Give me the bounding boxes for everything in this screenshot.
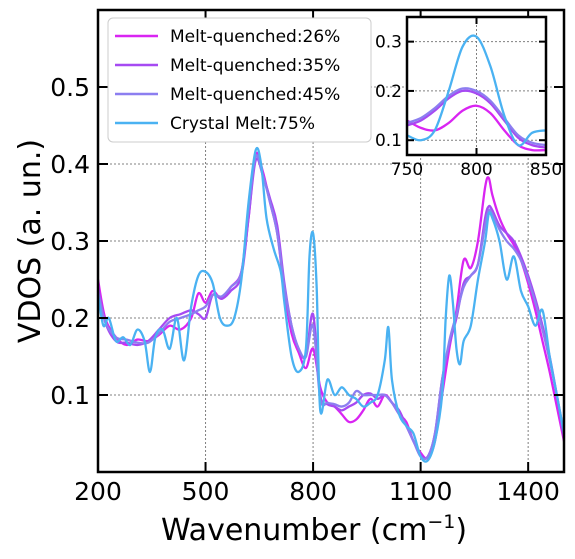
inset-tick-labels: 750 800 850 0.1 0.2 0.3 xyxy=(375,33,562,180)
legend-label-melt-quenched-45: Melt-quenched:45% xyxy=(170,85,340,105)
inset-x-tick-label: 850 xyxy=(530,160,562,180)
x-tick-label: 200 xyxy=(74,477,122,506)
inset-series-line-crystal-melt-75 xyxy=(406,34,547,147)
inset-x-tick-label: 750 xyxy=(391,160,423,180)
y-tick-label: 0.3 xyxy=(50,227,90,256)
main-series-lines xyxy=(96,146,566,463)
series-line-melt-quenched-26 xyxy=(96,151,566,460)
series-line-melt-quenched-35 xyxy=(96,157,566,460)
inset-chart: 750 800 850 0.1 0.2 0.3 xyxy=(375,15,562,180)
y-tick-label: 0.1 xyxy=(50,381,90,410)
inset-axis-ticks xyxy=(406,17,547,155)
legend-box xyxy=(107,17,372,143)
x-axis-title: Wavenumber (cm−1) xyxy=(161,511,467,548)
y-tick-labels: 0.1 0.2 0.3 0.4 0.5 xyxy=(50,73,90,410)
y-tick-label: 0.5 xyxy=(50,73,90,102)
x-tick-label: 1400 xyxy=(496,477,560,506)
legend-items: Melt-quenched:26% Melt-quenched:35% Melt-q… xyxy=(115,27,340,134)
x-tick-labels: 200 500 800 1100 1400 xyxy=(74,477,560,506)
inset-series-line-melt-quenched-26 xyxy=(406,104,547,152)
inset-y-tick-label: 0.3 xyxy=(375,33,402,53)
x-tick-label: 500 xyxy=(182,477,230,506)
inset-y-tick-label: 0.1 xyxy=(375,131,402,151)
legend-label-crystal-melt-75: Crystal Melt:75% xyxy=(170,114,315,134)
inset-y-tick-label: 0.2 xyxy=(375,82,402,102)
series-line-crystal-melt-75 xyxy=(96,146,566,463)
inset-series-line-melt-quenched-35 xyxy=(406,89,547,149)
legend-label-melt-quenched-26: Melt-quenched:26% xyxy=(170,27,340,47)
x-tick-label: 800 xyxy=(289,477,337,506)
legend-label-melt-quenched-35: Melt-quenched:35% xyxy=(170,56,340,76)
inset-series-line-melt-quenched-45 xyxy=(406,87,547,147)
y-axis-title: VDOS (a. un.) xyxy=(13,139,48,343)
inset-series-lines xyxy=(406,34,547,152)
y-tick-label: 0.2 xyxy=(50,304,90,333)
x-tick-label: 1100 xyxy=(389,477,453,506)
y-tick-label: 0.4 xyxy=(50,150,90,179)
inset-x-tick-label: 800 xyxy=(460,160,492,180)
legend: Melt-quenched:26% Melt-quenched:35% Melt-q… xyxy=(107,17,372,143)
